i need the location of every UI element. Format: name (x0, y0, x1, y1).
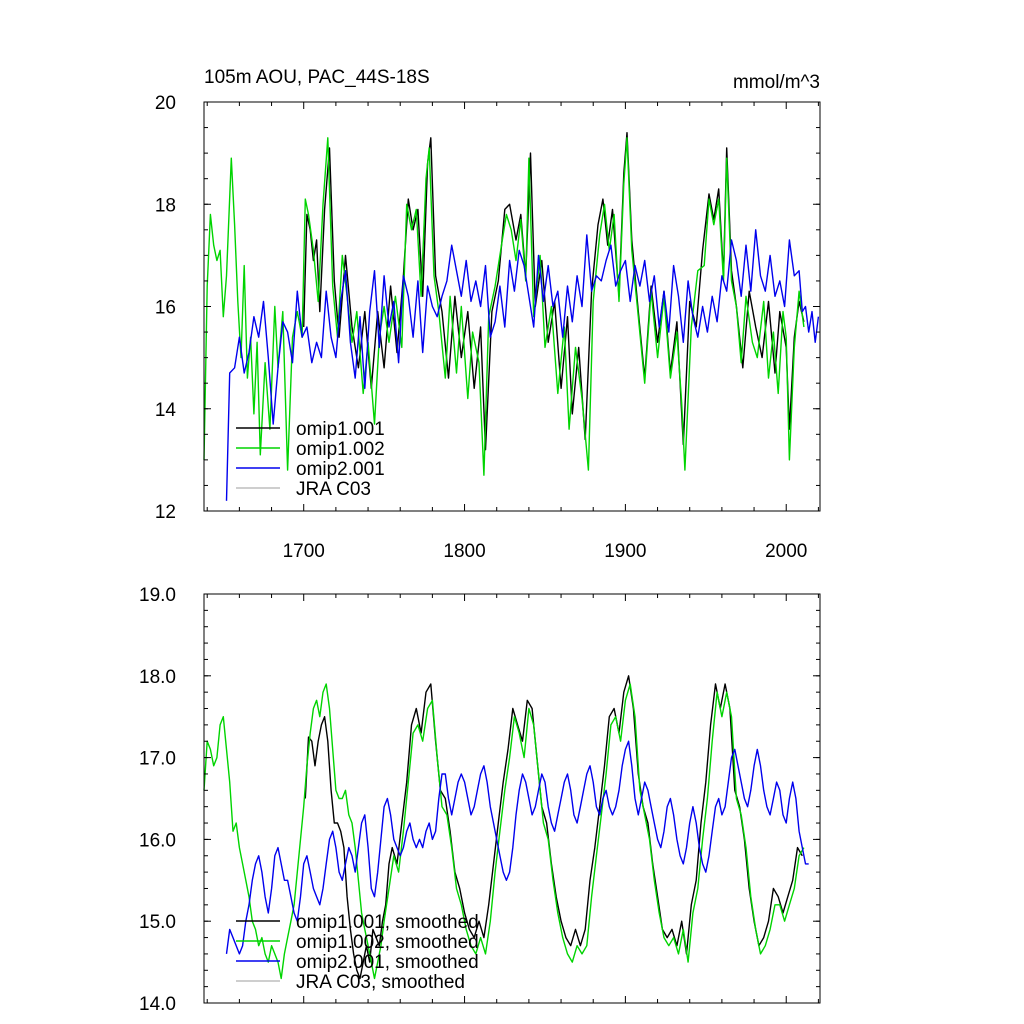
top-legend-label: JRA C03 (296, 479, 371, 500)
top-series-line-omip1-002 (203, 137, 805, 476)
bottom-ytick-label: 19.0 (139, 585, 176, 606)
top-plot-frame (203, 101, 821, 512)
bottom-ytick-label: 18.0 (139, 667, 176, 688)
bottom-series-line-omip2-001-smoothed (225, 740, 809, 955)
top-ytick-label: 20 (155, 93, 176, 114)
top-series-line-omip2-001 (225, 229, 820, 501)
bottom-ytick-label: 16.0 (139, 830, 176, 851)
top-plot-series (203, 131, 820, 501)
top-ytick-label: 12 (155, 502, 176, 523)
top-legend-label: omip1.001 (296, 419, 385, 440)
bottom-legend-label: omip1.001, smoothed (296, 912, 479, 933)
top-ytick-label: 18 (155, 195, 176, 216)
top-xtick-label: 1700 (283, 541, 325, 562)
top-ytick-label: 16 (155, 298, 176, 319)
bottom-panel: 14.0 15.0 16.0 17.0 18.0 19.0 omip1.001, smoo… (139, 585, 821, 1015)
top-chart-title: 105m AOU, PAC_44S-18S (204, 67, 430, 88)
top-panel: 105m AOU, PAC_44S-18S mmol/m^3 12 14 16 18 2… (155, 67, 821, 562)
top-legend-label: omip2.001 (296, 459, 385, 480)
top-xtick-label: 1800 (443, 541, 485, 562)
bottom-legend-label: omip2.001, smoothed (296, 952, 479, 973)
top-chart-units: mmol/m^3 (733, 72, 820, 93)
bottom-plot-frame (203, 593, 821, 1004)
bottom-series-line-omip1-002-smoothed (203, 683, 805, 980)
bottom-plot-ticks: 14.0 15.0 16.0 17.0 18.0 19.0 (139, 585, 820, 1015)
bottom-ytick-label: 15.0 (139, 912, 176, 933)
top-legend-label: omip1.002 (296, 439, 385, 460)
bottom-ytick-label: 17.0 (139, 749, 176, 770)
top-xtick-label: 1900 (604, 541, 646, 562)
bottom-ytick-label: 14.0 (139, 994, 176, 1015)
bottom-series-line-omip1-001-smoothed (304, 675, 803, 980)
top-xtick-label: 2000 (765, 541, 807, 562)
top-ytick-label: 14 (155, 400, 177, 421)
bottom-legend-label: JRA C03, smoothed (296, 972, 465, 993)
bottom-legend-label: omip1.002, smoothed (296, 932, 479, 953)
bottom-plot-series (203, 675, 809, 980)
